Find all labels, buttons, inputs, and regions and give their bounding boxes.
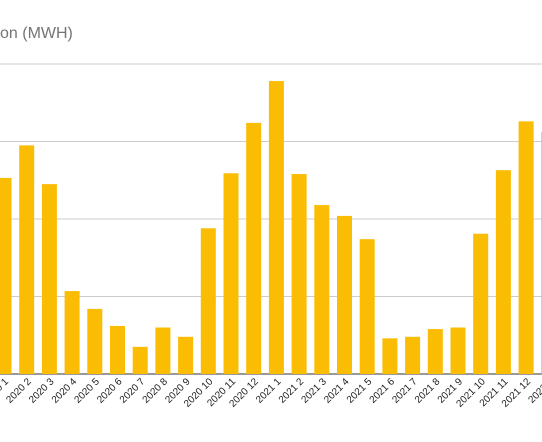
bar: [110, 325, 125, 374]
bar: [178, 336, 194, 374]
bar: [291, 174, 307, 374]
bar: [337, 215, 352, 374]
bar: [382, 338, 398, 374]
bar: [246, 122, 262, 375]
bar: [314, 205, 330, 374]
bar: [405, 336, 421, 374]
bar: [0, 177, 12, 374]
bar: [473, 233, 489, 374]
chart-title: on (MWH): [0, 25, 73, 42]
bar: [359, 239, 375, 374]
bar: [223, 173, 239, 374]
bar: [495, 170, 511, 374]
bar: [427, 329, 443, 374]
bar: [518, 121, 534, 374]
bars: [0, 81, 542, 375]
bar: [200, 228, 216, 374]
bar: [19, 145, 35, 374]
bar: [87, 308, 103, 374]
bar: [132, 346, 148, 374]
bar: [268, 81, 284, 375]
bar: [155, 327, 171, 374]
bar: [41, 184, 57, 374]
bar: [450, 327, 466, 374]
bar: [64, 291, 80, 374]
